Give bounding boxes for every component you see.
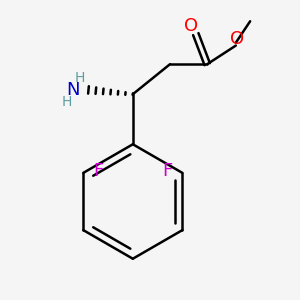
Text: F: F [162,163,172,181]
Text: F: F [93,163,103,181]
Text: H: H [75,71,85,85]
Text: H: H [62,95,72,109]
Text: O: O [230,30,244,48]
Text: N: N [66,81,80,99]
Text: O: O [184,17,199,35]
